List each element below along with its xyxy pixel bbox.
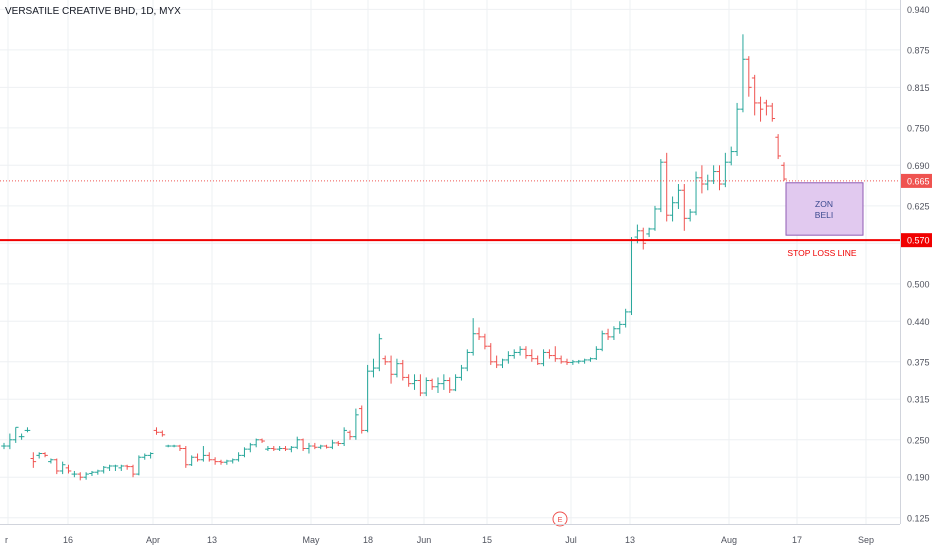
time-tick-label: 13 bbox=[625, 535, 635, 545]
stop-loss-badge-label: 0.570 bbox=[907, 236, 930, 246]
time-tick-label: Sep bbox=[858, 535, 874, 545]
price-tick-label: 0.875 bbox=[907, 45, 930, 55]
time-tick-label: Jul bbox=[565, 535, 577, 545]
price-tick-label: 0.500 bbox=[907, 279, 930, 289]
buy-zone-label-line2: BELI bbox=[815, 210, 833, 220]
time-tick-label: 13 bbox=[207, 535, 217, 545]
time-tick-label: 16 bbox=[63, 535, 73, 545]
price-tick-label: 0.190 bbox=[907, 473, 930, 483]
time-tick-label: Aug bbox=[721, 535, 737, 545]
time-tick-label: May bbox=[302, 535, 320, 545]
price-tick-label: 0.315 bbox=[907, 395, 930, 405]
time-tick-label: 17 bbox=[792, 535, 802, 545]
event-marker-label: E bbox=[557, 515, 562, 524]
time-tick-label: Apr bbox=[146, 535, 160, 545]
chart-title: VERSATILE CREATIVE BHD, 1D, MYX bbox=[5, 6, 181, 17]
price-tick-label: 0.375 bbox=[907, 357, 930, 367]
price-tick-label: 0.625 bbox=[907, 201, 930, 211]
time-tick-label: r bbox=[5, 535, 8, 545]
stop-loss-text: STOP LOSS LINE bbox=[787, 248, 856, 258]
time-tick-label: 15 bbox=[482, 535, 492, 545]
price-tick-label: 0.940 bbox=[907, 5, 930, 15]
last-price-badge-label: 0.665 bbox=[907, 176, 930, 186]
price-tick-label: 0.250 bbox=[907, 435, 930, 445]
time-tick-label: 18 bbox=[363, 535, 373, 545]
time-tick-label: Jun bbox=[417, 535, 432, 545]
price-tick-label: 0.125 bbox=[907, 513, 930, 523]
price-tick-label: 0.440 bbox=[907, 317, 930, 327]
buy-zone-label-line1: ZON bbox=[815, 199, 833, 209]
price-tick-label: 0.815 bbox=[907, 83, 930, 93]
price-tick-label: 0.690 bbox=[907, 161, 930, 171]
price-tick-label: 0.750 bbox=[907, 123, 930, 133]
